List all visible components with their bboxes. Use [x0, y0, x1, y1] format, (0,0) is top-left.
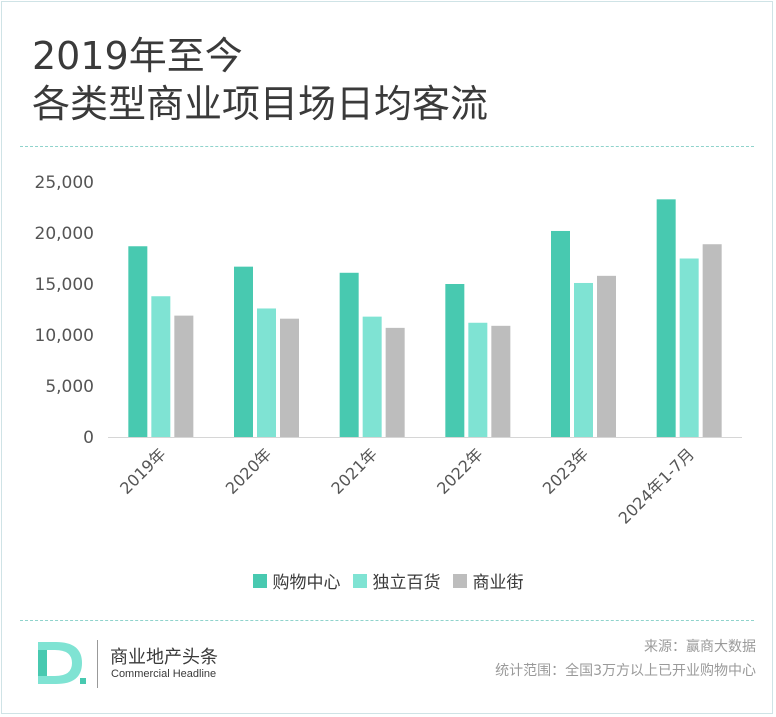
y-tick-label: 0 — [83, 428, 94, 448]
title-line-1: 2019年至今 — [32, 34, 243, 78]
y-tick-label: 15,000 — [35, 275, 94, 295]
legend-swatch — [252, 573, 267, 588]
x-tick-label: 2021年 — [327, 444, 381, 498]
bar — [280, 318, 299, 437]
bar — [257, 308, 276, 437]
bar — [551, 230, 570, 437]
bar — [362, 316, 382, 437]
brand-name-en: Commercial Headline — [111, 668, 217, 680]
brand-logo-icon — [38, 642, 86, 684]
x-tick-label: 2023年 — [539, 444, 593, 498]
bar — [151, 296, 171, 437]
bar — [468, 322, 488, 437]
y-tick-label: 10,000 — [35, 326, 94, 346]
scope-note: 统计范围：全国3万方以上已开业购物中心 — [495, 663, 756, 679]
bar-chart: 0 5,000 10,000 15,000 20,000 25,000 2019年 2020年… — [35, 173, 742, 528]
bar — [679, 258, 699, 437]
x-tick-label: 2019年 — [116, 444, 170, 498]
y-tick-label: 25,000 — [35, 173, 94, 193]
x-tick-label: 2020年 — [222, 444, 276, 498]
chart-title: 2019年至今 各类型商业项目场日均客流 — [32, 32, 488, 128]
legend-item: 独立百货 — [352, 568, 441, 593]
legend-swatch — [452, 573, 467, 588]
bar — [339, 272, 359, 437]
source-note: 来源：赢商大数据 — [644, 639, 756, 655]
legend-label: 商业街 — [472, 573, 524, 593]
bar — [174, 315, 194, 437]
x-tick-label: 2022年 — [433, 444, 487, 498]
title-line-2: 各类型商业项目场日均客流 — [32, 82, 489, 126]
y-tick-label: 5,000 — [45, 377, 94, 397]
bar — [128, 246, 148, 437]
bar — [445, 284, 465, 437]
top-divider — [20, 146, 754, 147]
bar — [385, 327, 405, 437]
x-tick-label: 2024年1-7月 — [615, 444, 698, 527]
brand-divider — [97, 640, 98, 688]
legend-swatch — [352, 573, 367, 588]
legend-item: 购物中心 — [252, 568, 341, 593]
legend-label: 独立百货 — [372, 573, 441, 593]
bar — [702, 244, 722, 437]
legend-label: 购物中心 — [272, 573, 341, 593]
bar — [597, 275, 616, 437]
brand-name-cn: 商业地产头条 — [110, 647, 218, 668]
bar — [574, 282, 593, 437]
bar — [234, 266, 253, 437]
bar — [656, 199, 676, 437]
legend-item: 商业街 — [452, 568, 524, 593]
bottom-divider — [20, 620, 754, 621]
bar — [491, 325, 511, 437]
y-tick-label: 20,000 — [35, 224, 94, 244]
legend: 购物中心 独立百货 商业街 — [0, 568, 776, 593]
